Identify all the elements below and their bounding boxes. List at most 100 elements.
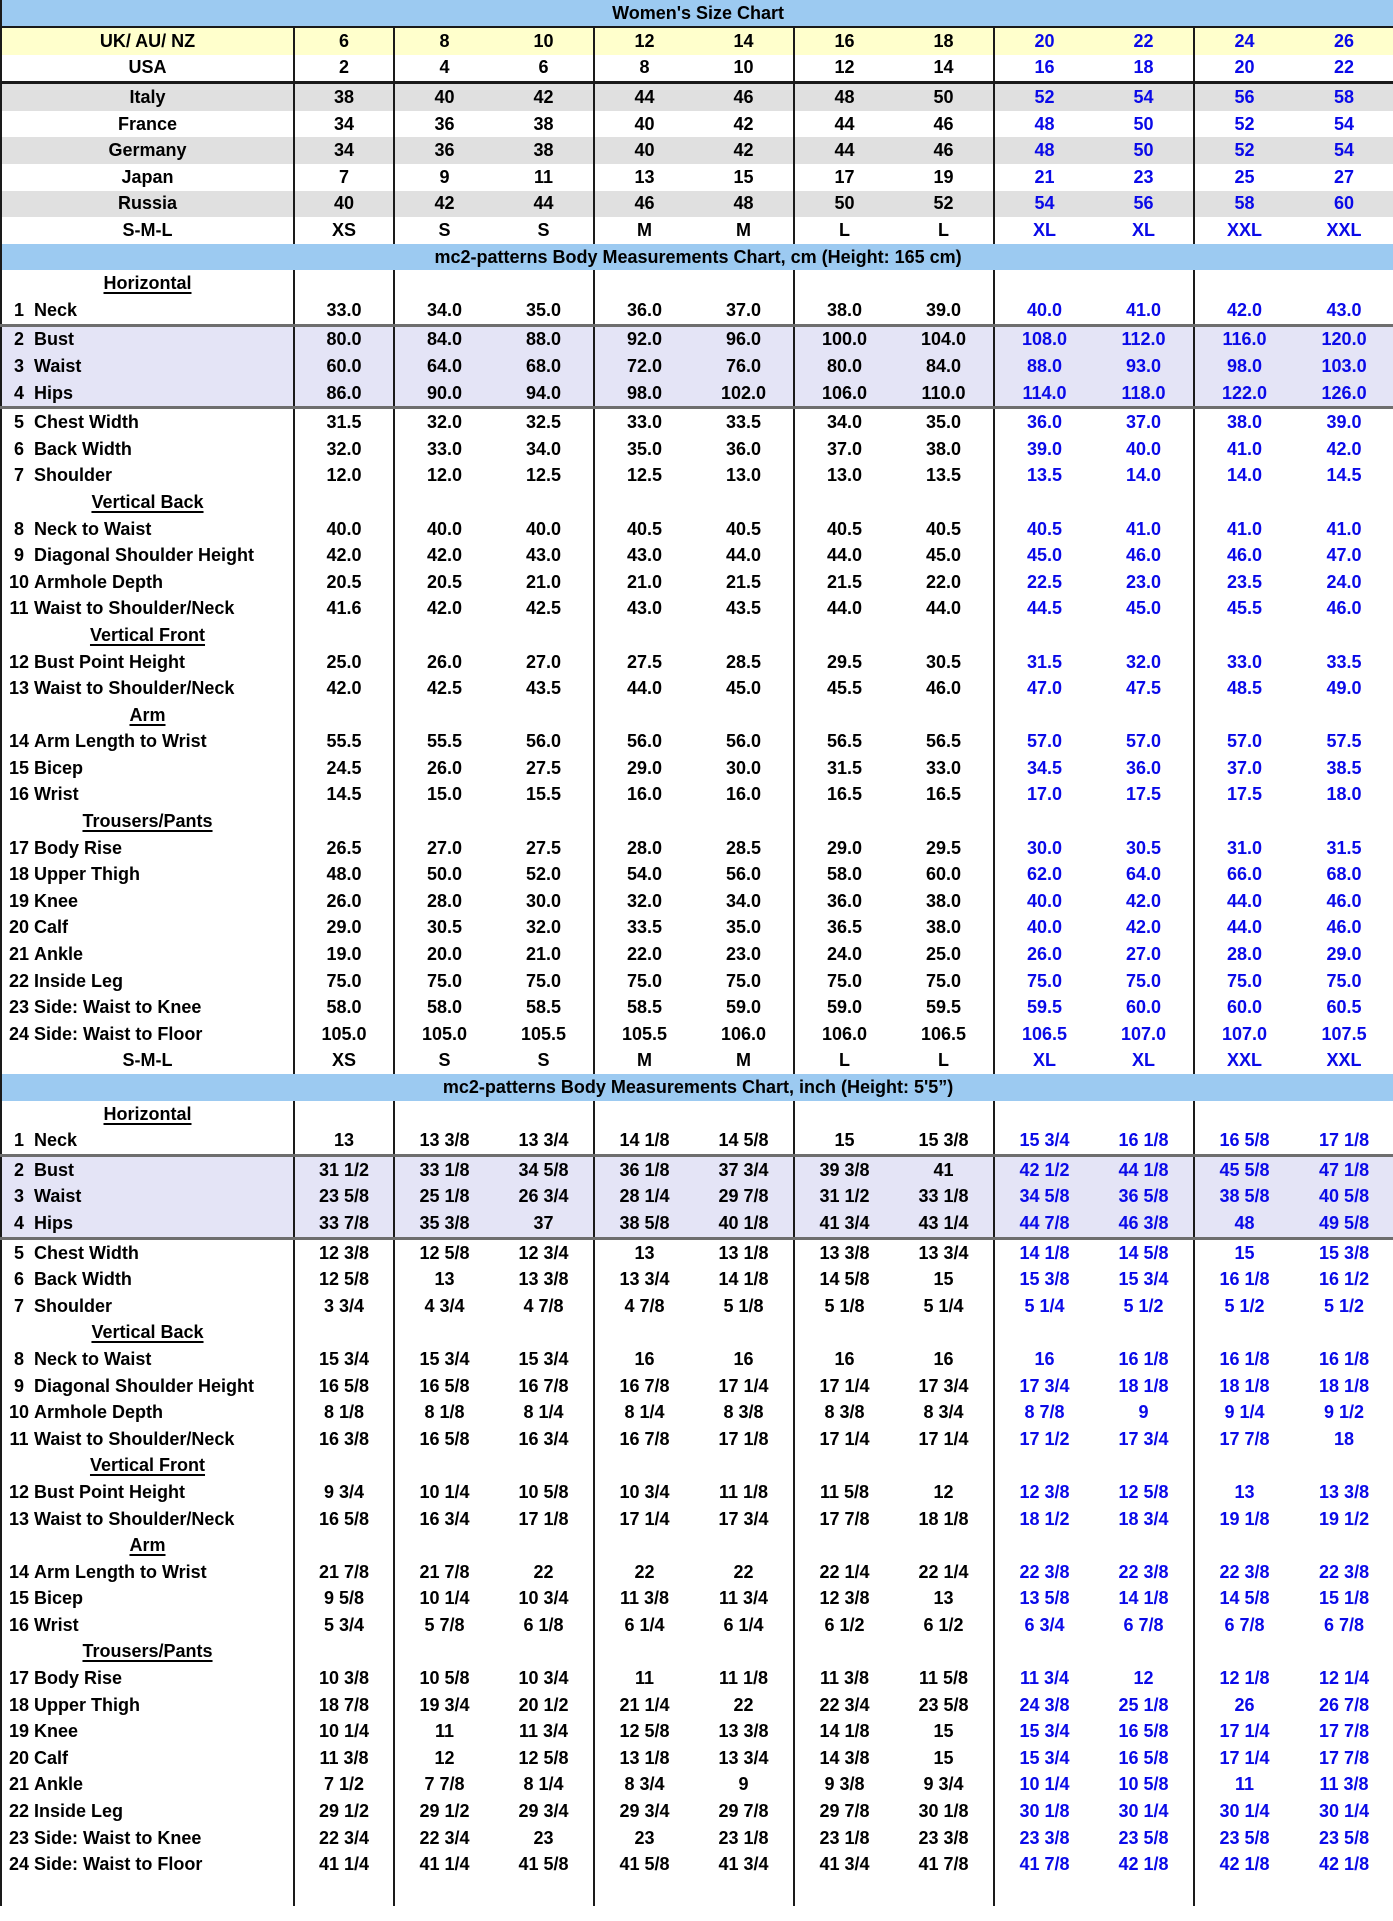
value-cell: 36.0 bbox=[593, 296, 694, 326]
value-cell: 23 5/8 bbox=[1319, 1827, 1370, 1848]
row-label-text: Bust Point Height bbox=[34, 651, 185, 672]
empty-cell bbox=[993, 1100, 1094, 1128]
value-cell: 11 bbox=[1193, 1771, 1294, 1799]
empty-cell bbox=[993, 1532, 1094, 1559]
measurement-row: 15 Bicep 24.5 26.0 27.5 29.0 30.0 31.5 33.0 34.5 3… bbox=[1, 755, 1393, 782]
value-cell: 43.0 bbox=[593, 595, 694, 623]
value-cell: 41.0 bbox=[1193, 435, 1294, 463]
empty-cell bbox=[593, 1452, 694, 1480]
measurement-row: 18 Upper Thigh 18 7/8 19 3/4 20 1/2 21 1/4 22 2… bbox=[1, 1691, 1393, 1719]
value-cell: 8 bbox=[393, 27, 494, 55]
value-cell: 11 3/8 bbox=[793, 1665, 894, 1692]
value-cell: 16 bbox=[993, 54, 1094, 83]
value-cell: 17.0 bbox=[993, 781, 1094, 809]
value-cell: 50 bbox=[1133, 140, 1154, 161]
value-cell: 38.0 bbox=[925, 438, 962, 459]
value-cell: 42.0 bbox=[393, 542, 494, 569]
value-cell: M bbox=[593, 217, 694, 244]
value-cell: 42 bbox=[733, 113, 754, 134]
row-label: 6 Back Width bbox=[1, 436, 294, 463]
row-label-text: Neck bbox=[34, 1130, 78, 1151]
value-cell: 48.5 bbox=[1193, 675, 1294, 702]
value-cell: 40 bbox=[593, 137, 694, 164]
value-cell: 45.5 bbox=[1193, 595, 1294, 623]
value-cell: 106.5 bbox=[993, 1020, 1094, 1048]
value-cell: 48.0 bbox=[293, 861, 394, 888]
row-number: 16 bbox=[8, 784, 30, 805]
measurement-row: 1 Neck 13 13 3/8 13 3/4 14 1/8 14 5/8 15 15 3/8 1… bbox=[1, 1127, 1393, 1156]
value-cell: 16 bbox=[933, 1348, 954, 1369]
value-cell: S bbox=[537, 1050, 550, 1071]
value-cell: 17.5 bbox=[1193, 781, 1294, 809]
empty-cell bbox=[393, 489, 494, 516]
value-cell: 15 bbox=[933, 1269, 954, 1290]
value-cell: 33 1/8 bbox=[918, 1186, 969, 1207]
value-cell: 50 bbox=[894, 81, 994, 111]
section-header-label: Arm bbox=[1, 1532, 294, 1559]
row-label: 20 Calf bbox=[1, 915, 294, 942]
value-cell: 8 3/8 bbox=[723, 1402, 764, 1423]
value-cell: 24.0 bbox=[793, 941, 894, 968]
value-cell: 16.0 bbox=[593, 781, 694, 809]
row-label: 1 Neck bbox=[1, 1127, 294, 1155]
measurement-row: 9 Diagonal Shoulder Height 42.0 42.0 43.0 43.… bbox=[1, 542, 1393, 569]
value-cell: 18 bbox=[933, 30, 954, 51]
empty-cell bbox=[1294, 808, 1393, 835]
value-cell: 21.0 bbox=[593, 568, 694, 596]
value-cell: 44 bbox=[533, 193, 554, 214]
value-cell: 40 bbox=[293, 190, 394, 218]
section-header-label: Arm bbox=[1, 702, 294, 729]
value-cell: 17 7/8 bbox=[1319, 1747, 1370, 1768]
value-cell: 42.0 bbox=[1326, 438, 1362, 459]
row-number: 21 bbox=[8, 944, 30, 965]
row-label: 8 Neck to Waist bbox=[1, 1346, 294, 1373]
row-number: 2 bbox=[13, 1159, 24, 1180]
value-cell: 21 1/4 bbox=[593, 1691, 694, 1719]
value-cell: 10 3/4 bbox=[518, 1668, 569, 1689]
value-cell: 36 bbox=[393, 137, 494, 164]
value-cell: 13 3/8 bbox=[793, 1236, 894, 1267]
value-cell: 29.0 bbox=[793, 834, 894, 862]
value-cell: 54 bbox=[1334, 113, 1355, 134]
value-cell: 46 bbox=[593, 190, 694, 218]
value-cell: 30 1/8 bbox=[993, 1798, 1094, 1825]
value-cell: 14 5/8 bbox=[1193, 1585, 1294, 1613]
value-cell: 12 3/4 bbox=[494, 1236, 594, 1267]
empty-cell bbox=[1294, 1532, 1393, 1559]
empty-cell bbox=[793, 1319, 894, 1347]
empty-cell bbox=[593, 701, 694, 729]
value-cell: 17 1/2 bbox=[993, 1425, 1094, 1453]
empty-cell bbox=[894, 622, 994, 649]
row-number: 9 bbox=[13, 545, 24, 566]
value-cell: 9 5/8 bbox=[293, 1585, 394, 1613]
value-cell: 57.0 bbox=[993, 728, 1094, 756]
value-cell: 57.0 bbox=[1125, 731, 1162, 752]
measurement-row: 19 Knee 10 1/4 11 11 3/4 12 5/8 13 3/8 14 1/8 15… bbox=[1, 1718, 1393, 1745]
row-number: 16 bbox=[8, 1614, 30, 1635]
size-row-italy: Italy 38 40 42 44 46 48 50 52 54 56 58 bbox=[1, 81, 1393, 111]
value-cell: 46.0 bbox=[925, 678, 962, 699]
row-number: 15 bbox=[8, 757, 30, 778]
value-cell: 40.0 bbox=[525, 518, 562, 539]
value-cell: 8 1/4 bbox=[523, 1402, 564, 1423]
value-cell: 58.0 bbox=[393, 994, 494, 1021]
empty-cell bbox=[593, 270, 694, 297]
value-cell: 42 1/8 bbox=[1193, 1851, 1294, 1878]
value-cell: 29.5 bbox=[793, 648, 894, 676]
value-cell: 15 3/4 bbox=[293, 1346, 394, 1373]
value-cell: 28.0 bbox=[593, 834, 694, 862]
value-cell: 4 7/8 bbox=[523, 1295, 564, 1316]
row-number: 10 bbox=[8, 571, 30, 592]
value-cell: M bbox=[736, 1050, 751, 1071]
value-cell: 6 bbox=[538, 57, 549, 78]
row-label: Russia bbox=[117, 193, 178, 214]
value-cell: 5 1/4 bbox=[923, 1295, 964, 1316]
value-cell: 64.0 bbox=[393, 353, 494, 380]
value-cell: 12 5/8 bbox=[393, 1236, 494, 1267]
value-cell: 16 bbox=[593, 1346, 694, 1373]
value-cell: 26 7/8 bbox=[1319, 1694, 1370, 1715]
value-cell: 45.0 bbox=[1125, 598, 1162, 619]
measurement-row: 4 Hips 86.0 90.0 94.0 98.0 102.0 106.0 110.0 114.… bbox=[1, 379, 1393, 408]
